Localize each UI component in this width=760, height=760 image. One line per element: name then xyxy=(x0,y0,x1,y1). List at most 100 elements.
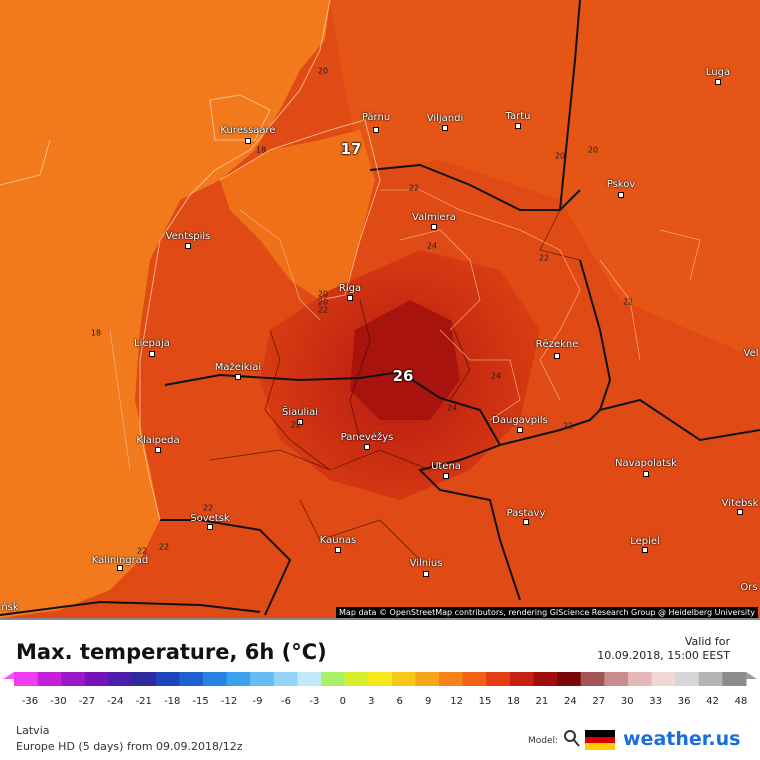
scale-swatch xyxy=(14,672,39,686)
scale-tick-label: 48 xyxy=(734,696,748,707)
edge-label-east: Vel xyxy=(743,348,759,359)
scale-tick-label: 15 xyxy=(478,696,492,707)
isotherm-label: 24 xyxy=(426,241,438,251)
scale-tick-label: 12 xyxy=(450,696,463,707)
scale-tick-label: -36 xyxy=(21,696,39,707)
city-kaunas: Kaunas xyxy=(319,535,357,546)
city-dot xyxy=(523,519,529,525)
isotherm-label: 22 xyxy=(317,305,329,315)
isotherm-label: 22 xyxy=(202,503,214,513)
scale-swatch xyxy=(202,672,228,686)
scale-swatch xyxy=(439,672,464,686)
city-dot xyxy=(373,127,379,133)
isotherm-label: 18 xyxy=(90,328,102,338)
scale-swatch xyxy=(462,672,487,686)
isotherm-label: 24 xyxy=(446,403,458,413)
scale-swatch xyxy=(273,672,298,686)
chart-title: Max. temperature, 6h (°C) xyxy=(16,640,327,664)
scale-swatch xyxy=(344,672,369,686)
max-temperature-marker: 26 xyxy=(392,367,414,385)
city-dot xyxy=(185,243,191,249)
brand-logo[interactable]: weather.us xyxy=(623,728,741,750)
city-pastavy: Pastavy xyxy=(506,508,546,519)
city-pskov: Pskov xyxy=(606,179,636,190)
city-kuressaare: Kuressaare xyxy=(220,125,276,136)
country-borders xyxy=(0,0,760,616)
city-dot xyxy=(335,547,341,553)
city-vilnius: Vilnius xyxy=(409,558,443,569)
isotherm-label: 20 xyxy=(587,145,599,155)
scale-swatch xyxy=(675,672,700,686)
city-klaipeda: Klaipeda xyxy=(136,435,180,446)
city-viljandi: Viljandi xyxy=(426,113,464,124)
isotherm-label: 22 xyxy=(408,183,420,193)
city-navapolatsk: Navapolatsk xyxy=(615,458,677,469)
scale-swatch xyxy=(415,672,440,686)
isotherm-label: 20 xyxy=(554,151,566,161)
scale-swatch xyxy=(37,672,62,686)
isotherms xyxy=(109,189,701,471)
scale-swatch xyxy=(722,672,747,686)
isotherm-label: 24 xyxy=(490,371,502,381)
isotherm-label: 20 xyxy=(317,289,329,299)
city-dot xyxy=(117,565,123,571)
city-dot xyxy=(443,473,449,479)
scale-tick-label: -6 xyxy=(280,696,291,707)
city-luga: Luga xyxy=(705,67,731,78)
scale-arrow-left xyxy=(3,672,14,679)
valid-for-label: Valid for xyxy=(684,635,730,648)
north-land xyxy=(330,0,760,360)
city-dot xyxy=(643,471,649,477)
city-dot xyxy=(364,444,370,450)
scale-swatch xyxy=(651,672,676,686)
scale-swatch xyxy=(604,672,629,686)
scale-swatch xyxy=(155,672,180,686)
city-dot xyxy=(149,351,155,357)
model-label: Model: xyxy=(528,736,559,746)
scale-tick-label: 33 xyxy=(649,696,663,707)
scale-tick-label: 6 xyxy=(396,696,403,707)
scale-tick-label: 30 xyxy=(620,696,634,707)
scale-swatch xyxy=(533,672,558,686)
isotherm-label: 22 xyxy=(158,542,170,552)
scale-swatch xyxy=(108,672,133,686)
city-liepaja: Liepaja xyxy=(134,338,170,349)
city-dot xyxy=(715,79,721,85)
scale-arrow-right xyxy=(746,672,757,679)
scale-tick-label: 42 xyxy=(706,696,719,707)
map-canvas xyxy=(0,0,760,618)
scale-tick-label: -3 xyxy=(309,696,320,707)
scale-tick-label: -18 xyxy=(164,696,181,707)
scale-swatch xyxy=(509,672,534,686)
city-sovetsk: Sovetsk xyxy=(190,513,230,524)
model-search-icon[interactable] xyxy=(562,728,582,750)
city-rezekne: Rēzekne xyxy=(535,339,579,350)
region-name: Latvia xyxy=(16,724,50,737)
city-tartu: Tartu xyxy=(505,111,531,122)
coastline xyxy=(0,0,381,521)
gulf-of-riga xyxy=(220,130,375,300)
isotherm-label: 22 xyxy=(538,253,550,263)
isotherm-label: 18 xyxy=(255,145,267,155)
city-dot xyxy=(431,224,437,230)
scale-tick-label: -27 xyxy=(78,696,96,707)
map-attribution: Map data © OpenStreetMap contributors, r… xyxy=(336,607,758,618)
scale-swatch xyxy=(179,672,204,686)
scale-tick-label: 0 xyxy=(339,696,347,707)
scale-tick-label: 36 xyxy=(677,696,691,707)
footer-divider xyxy=(0,618,760,620)
scale-swatch xyxy=(391,672,416,686)
scale-swatch xyxy=(557,672,582,686)
germany-flag-icon xyxy=(585,730,615,750)
isotherm-label: 22 xyxy=(562,421,574,431)
scale-tick-label: 21 xyxy=(535,696,549,707)
scale-tick-label: -21 xyxy=(135,696,152,707)
city-riga: Riga xyxy=(338,283,362,294)
scale-tick-label: 27 xyxy=(592,696,606,707)
city-lepiel: Lepiel xyxy=(630,536,660,547)
scale-swatch xyxy=(61,672,86,686)
isotherm-label: 22 xyxy=(136,546,148,556)
scale-swatch xyxy=(226,672,251,686)
city-dot xyxy=(442,125,448,131)
city-panevezys: Panevėžys xyxy=(340,432,394,443)
